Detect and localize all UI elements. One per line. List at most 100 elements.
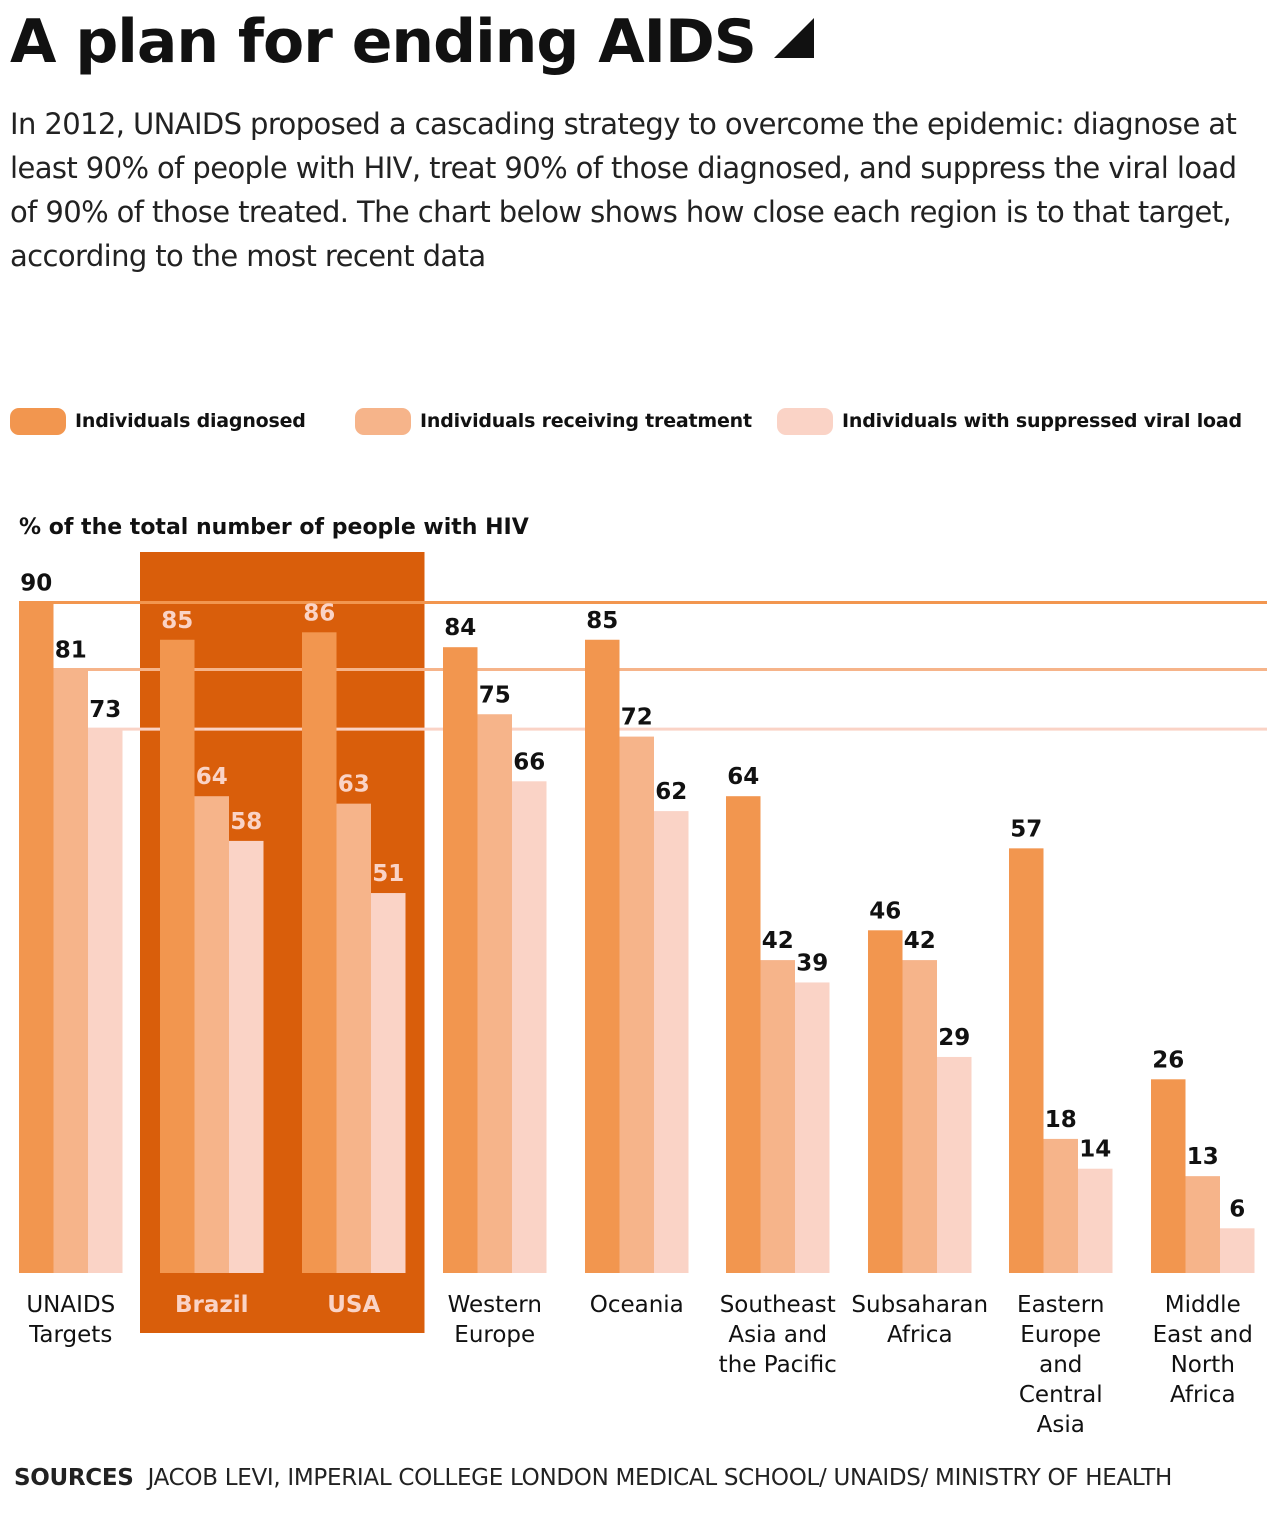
bar-western-europe-individuals-diagnosed <box>443 647 478 1273</box>
legend-swatch-treatment <box>355 407 411 435</box>
value-label-subsaharan-africa-individuals-with-suppressed-viral-load: 29 <box>938 1025 970 1051</box>
bar-eastern-europe-and-central-asia-individuals-receiving-treatment <box>1043 1138 1078 1273</box>
bar-oceania-individuals-with-suppressed-viral-load <box>654 811 689 1273</box>
value-label-western-europe-individuals-diagnosed: 84 <box>444 615 476 641</box>
value-label-usa-individuals-receiving-treatment: 63 <box>338 772 370 798</box>
category-label-line: East and <box>1153 1322 1253 1348</box>
value-label-usa-individuals-diagnosed: 86 <box>303 600 335 626</box>
legend-item-suppressed: Individuals with suppressed viral load <box>777 406 1242 436</box>
category-label-unaids-targets: UNAIDS Targets <box>26 1292 115 1348</box>
category-label-line: Europe <box>1020 1322 1101 1348</box>
category-label-line: Africa <box>1170 1382 1236 1408</box>
category-label-line: Eastern <box>1017 1292 1104 1318</box>
sources-text: JACOB LEVI, IMPERIAL COLLEGE LONDON MEDI… <box>147 1465 1173 1491</box>
bar-western-europe-individuals-with-suppressed-viral-load <box>512 781 547 1273</box>
bar-brazil-individuals-with-suppressed-viral-load <box>229 840 264 1273</box>
category-label-line: Subsaharan <box>851 1292 988 1318</box>
bar-subsaharan-africa-individuals-with-suppressed-viral-load <box>937 1056 972 1273</box>
bar-unaids-targets-individuals-diagnosed <box>19 602 54 1273</box>
chart-title: A plan for ending AIDS <box>10 2 814 82</box>
category-label-middle-east-and-north-africa: Middle East and North Africa <box>1153 1292 1253 1408</box>
value-label-southeast-asia-and-the-pacific-individuals-receiving-treatment: 42 <box>762 928 794 954</box>
value-label-southeast-asia-and-the-pacific-individuals-with-suppressed-viral-load: 39 <box>796 950 828 976</box>
value-label-oceania-individuals-with-suppressed-viral-load: 62 <box>655 779 687 805</box>
category-label-line: North <box>1171 1352 1235 1378</box>
bar-oceania-individuals-diagnosed <box>585 639 620 1273</box>
bar-unaids-targets-individuals-receiving-treatment <box>53 669 88 1273</box>
value-label-unaids-targets-individuals-with-suppressed-viral-load: 73 <box>89 697 121 723</box>
category-label-line: Western <box>448 1292 542 1318</box>
value-label-western-europe-individuals-with-suppressed-viral-load: 66 <box>513 749 545 775</box>
bar-subsaharan-africa-individuals-diagnosed <box>868 930 903 1273</box>
category-label-subsaharan-africa: Subsaharan Africa <box>851 1292 988 1348</box>
category-label-oceania: Oceania <box>590 1292 684 1318</box>
category-label-line: USA <box>327 1292 380 1318</box>
bar-western-europe-individuals-receiving-treatment <box>477 714 512 1273</box>
chart-legend: Individuals diagnosed Individuals receiv… <box>10 406 1260 438</box>
value-label-oceania-individuals-diagnosed: 85 <box>586 608 618 634</box>
category-label-southeast-asia-and-the-pacific: Southeast Asia and the Pacific <box>719 1292 837 1378</box>
value-label-southeast-asia-and-the-pacific-individuals-diagnosed: 64 <box>727 764 759 790</box>
category-label-line: and <box>1039 1352 1082 1378</box>
triangle-icon <box>774 18 814 58</box>
value-label-brazil-individuals-diagnosed: 85 <box>161 608 193 634</box>
value-label-eastern-europe-and-central-asia-individuals-diagnosed: 57 <box>1010 816 1042 842</box>
category-label-line: Brazil <box>175 1292 249 1318</box>
category-label-line: Targets <box>28 1322 112 1348</box>
category-label-line: Europe <box>454 1322 535 1348</box>
bar-middle-east-and-north-africa-individuals-receiving-treatment <box>1185 1176 1220 1273</box>
y-axis-label: % of the total number of people with HIV <box>19 515 529 540</box>
value-label-middle-east-and-north-africa-individuals-diagnosed: 26 <box>1152 1047 1184 1073</box>
legend-swatch-diagnosed <box>10 407 66 435</box>
bar-usa-individuals-receiving-treatment <box>336 803 371 1273</box>
value-label-western-europe-individuals-receiving-treatment: 75 <box>479 682 511 708</box>
legend-label-treatment: Individuals receiving treatment <box>420 410 752 432</box>
category-label-line: Asia <box>1037 1412 1085 1438</box>
legend-label-suppressed: Individuals with suppressed viral load <box>842 410 1242 432</box>
bar-southeast-asia-and-the-pacific-individuals-diagnosed <box>726 796 761 1273</box>
value-label-subsaharan-africa-individuals-receiving-treatment: 42 <box>904 928 936 954</box>
bar-eastern-europe-and-central-asia-individuals-diagnosed <box>1009 848 1044 1273</box>
legend-label-diagnosed: Individuals diagnosed <box>75 410 306 432</box>
category-label-line: Southeast <box>720 1292 836 1318</box>
category-label-line: Africa <box>887 1322 953 1348</box>
bar-chart: % of the total number of people with HIV… <box>19 515 1267 1438</box>
bar-unaids-targets-individuals-with-suppressed-viral-load <box>88 729 123 1273</box>
category-label-line: Asia and <box>728 1322 827 1348</box>
bar-brazil-individuals-receiving-treatment <box>194 796 229 1273</box>
bar-southeast-asia-and-the-pacific-individuals-receiving-treatment <box>760 960 795 1273</box>
chart-title-text: A plan for ending AIDS <box>10 7 757 77</box>
legend-item-diagnosed: Individuals diagnosed <box>10 406 306 436</box>
bar-middle-east-and-north-africa-individuals-with-suppressed-viral-load <box>1220 1228 1255 1273</box>
value-label-unaids-targets-individuals-receiving-treatment: 81 <box>55 638 87 664</box>
legend-swatch-suppressed <box>777 407 833 435</box>
category-label-brazil: Brazil <box>175 1292 249 1318</box>
bar-southeast-asia-and-the-pacific-individuals-with-suppressed-viral-load <box>795 982 830 1273</box>
category-label-western-europe: Western Europe <box>448 1292 542 1348</box>
category-label-line: UNAIDS <box>26 1292 115 1318</box>
value-label-brazil-individuals-receiving-treatment: 64 <box>196 764 228 790</box>
category-label-line: Central <box>1019 1382 1103 1408</box>
value-label-eastern-europe-and-central-asia-individuals-receiving-treatment: 18 <box>1045 1107 1077 1133</box>
bar-middle-east-and-north-africa-individuals-diagnosed <box>1151 1079 1186 1273</box>
sources-label: SOURCES <box>14 1465 134 1491</box>
value-label-middle-east-and-north-africa-individuals-receiving-treatment: 13 <box>1187 1144 1219 1170</box>
category-label-line: the Pacific <box>719 1352 837 1378</box>
value-label-brazil-individuals-with-suppressed-viral-load: 58 <box>230 809 262 835</box>
category-label-line: Oceania <box>590 1292 684 1318</box>
category-label-line: Middle <box>1165 1292 1241 1318</box>
bar-eastern-europe-and-central-asia-individuals-with-suppressed-viral-load <box>1078 1168 1113 1273</box>
value-label-unaids-targets-individuals-diagnosed: 90 <box>20 571 52 597</box>
value-label-middle-east-and-north-africa-individuals-with-suppressed-viral-load: 6 <box>1229 1196 1245 1222</box>
bar-usa-individuals-diagnosed <box>302 632 337 1273</box>
chart-subtitle: In 2012, UNAIDS proposed a cascading str… <box>10 107 1237 273</box>
legend-item-treatment: Individuals receiving treatment <box>355 406 752 436</box>
value-label-subsaharan-africa-individuals-diagnosed: 46 <box>869 898 901 924</box>
category-label-usa: USA <box>327 1292 380 1318</box>
value-label-eastern-europe-and-central-asia-individuals-with-suppressed-viral-load: 14 <box>1079 1137 1111 1163</box>
value-label-oceania-individuals-receiving-treatment: 72 <box>621 705 653 731</box>
sources-note: SOURCES JACOB LEVI, IMPERIAL COLLEGE LOND… <box>14 1462 1254 1495</box>
bar-subsaharan-africa-individuals-receiving-treatment <box>902 960 937 1273</box>
bar-brazil-individuals-diagnosed <box>160 639 195 1273</box>
bar-usa-individuals-with-suppressed-viral-load <box>371 893 406 1273</box>
